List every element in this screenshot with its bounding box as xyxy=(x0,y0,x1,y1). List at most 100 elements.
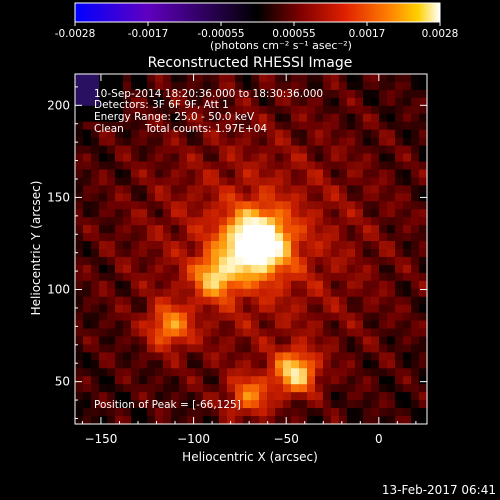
heatmap-cell xyxy=(403,272,412,282)
heatmap-cell xyxy=(219,249,228,258)
heatmap-cell xyxy=(211,193,220,202)
heatmap-cell xyxy=(363,344,372,353)
heatmap-cell xyxy=(195,217,204,226)
heatmap-cell xyxy=(99,153,108,163)
heatmap-cell xyxy=(131,217,140,226)
heatmap-cell xyxy=(379,209,388,218)
heatmap-cell xyxy=(419,400,428,409)
heatmap-cell xyxy=(299,272,308,282)
heatmap-cell xyxy=(275,344,284,353)
heatmap-cell xyxy=(291,249,300,258)
heatmap-cell xyxy=(115,280,124,290)
heatmap-cell xyxy=(315,256,324,266)
heatmap-cell xyxy=(187,74,196,83)
heatmap-cell xyxy=(331,201,340,210)
heatmap-cell xyxy=(251,336,260,346)
heatmap-cell xyxy=(235,280,244,290)
heatmap-cell xyxy=(251,288,260,298)
heatmap-cell xyxy=(379,201,388,210)
heatmap-cell xyxy=(83,201,92,210)
heatmap-cell xyxy=(315,304,324,314)
heatmap-cell xyxy=(275,328,284,338)
heatmap-cell xyxy=(339,129,348,139)
heatmap-cell xyxy=(283,177,292,186)
heatmap-cell xyxy=(107,105,116,115)
heatmap-cell xyxy=(395,145,404,155)
heatmap-cell xyxy=(395,304,404,314)
heatmap-cell xyxy=(379,352,388,361)
heatmap-cell xyxy=(259,272,268,282)
heatmap-cell xyxy=(371,304,380,314)
heatmap-cell xyxy=(227,145,236,155)
heatmap-cell xyxy=(347,272,356,282)
heatmap-cell xyxy=(363,296,372,306)
heatmap-cell xyxy=(163,328,172,338)
heatmap-cell xyxy=(355,105,364,115)
heatmap-cell xyxy=(259,113,268,123)
heatmap-cell xyxy=(195,145,204,155)
heatmap-cell xyxy=(187,161,196,171)
heatmap-cell xyxy=(275,161,284,171)
heatmap-cell xyxy=(283,320,292,330)
heatmap-cell xyxy=(355,177,364,186)
heatmap-cell xyxy=(219,225,228,234)
heatmap-cell xyxy=(347,280,356,290)
heatmap-cell xyxy=(355,233,364,242)
heatmap-cell xyxy=(379,280,388,290)
heatmap-cell xyxy=(195,169,204,178)
heatmap-cell xyxy=(299,336,308,346)
heatmap-cell xyxy=(83,400,92,409)
heatmap-cell xyxy=(299,296,308,306)
heatmap-cell xyxy=(107,129,116,139)
heatmap-cell xyxy=(323,113,332,123)
heatmap-cell xyxy=(187,225,196,234)
heatmap-cell xyxy=(171,137,180,147)
heatmap-cell xyxy=(259,177,268,186)
heatmap-cell xyxy=(291,193,300,202)
heatmap-cell xyxy=(267,89,276,99)
heatmap-cell xyxy=(211,177,220,186)
heatmap-cell xyxy=(363,209,372,218)
heatmap-cell xyxy=(299,352,308,361)
heatmap-cell xyxy=(75,169,84,178)
heatmap-cell xyxy=(131,272,140,282)
heatmap-cell xyxy=(203,225,212,234)
heatmap-cell xyxy=(147,185,156,194)
heatmap-cell xyxy=(195,384,204,393)
heatmap-cell xyxy=(203,272,212,282)
heatmap-cell xyxy=(283,105,292,115)
heatmap-cell xyxy=(115,113,124,123)
heatmap-cell xyxy=(267,264,276,274)
heatmap-cell xyxy=(331,280,340,290)
heatmap-cell xyxy=(243,97,252,107)
heatmap-cell xyxy=(179,137,188,147)
heatmap-cell xyxy=(307,336,316,346)
heatmap-cell xyxy=(411,392,420,401)
heatmap-cell xyxy=(139,177,148,186)
heatmap-cell xyxy=(387,81,396,91)
heatmap-cell xyxy=(187,217,196,226)
heatmap-cell xyxy=(267,225,276,234)
heatmap-cell xyxy=(83,121,92,131)
heatmap-cell xyxy=(219,209,228,218)
heatmap-cell xyxy=(395,153,404,163)
heatmap-cell xyxy=(267,352,276,361)
heatmap-cell xyxy=(115,344,124,353)
heatmap-cell xyxy=(91,161,100,171)
heatmap-cell xyxy=(155,360,164,369)
heatmap-cell xyxy=(179,177,188,186)
heatmap-cell xyxy=(83,89,92,99)
heatmap-cell xyxy=(139,320,148,330)
heatmap-cell xyxy=(411,81,420,91)
heatmap-cell xyxy=(243,256,252,266)
heatmap-cell xyxy=(291,89,300,99)
heatmap-cell xyxy=(171,241,180,250)
heatmap-cell xyxy=(411,280,420,290)
heatmap-cell xyxy=(395,376,404,385)
heatmap-cell xyxy=(339,153,348,163)
heatmap-cell xyxy=(283,225,292,234)
heatmap-cell xyxy=(179,296,188,306)
heatmap-cell xyxy=(235,113,244,123)
heatmap-cell xyxy=(371,145,380,155)
